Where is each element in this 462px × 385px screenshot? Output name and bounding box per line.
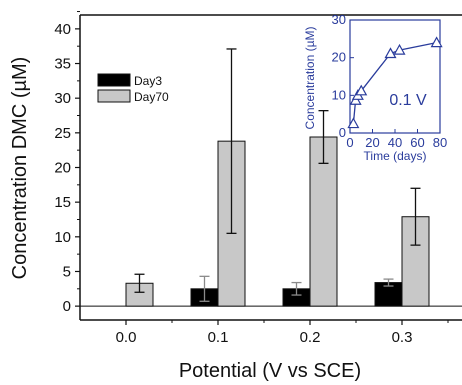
legend-label-day3: Day3 xyxy=(134,74,162,88)
inset-plot: 0 10 20 30 0 20 40 60 80 Time (days) Concentration… xyxy=(303,12,447,163)
x-axis-title: Potential (V vs SCE) xyxy=(179,360,361,382)
inset-point xyxy=(393,43,406,55)
inset-point xyxy=(355,84,368,96)
inset-point xyxy=(384,47,397,59)
x-tick-label: 0.0 xyxy=(116,329,137,346)
legend-swatch-day70 xyxy=(97,89,131,103)
inset-y-tick-label: 0 xyxy=(339,125,346,140)
inset-x-tick-label: 20 xyxy=(365,135,379,150)
inset-y-axis-title: Concentration (µM) xyxy=(303,27,317,130)
y-tick-label: 5 xyxy=(63,263,71,280)
y-tick-label: 15 xyxy=(54,194,71,211)
legend: Day3 Day70 xyxy=(97,73,169,104)
inset-x-tick-label: 60 xyxy=(410,135,424,150)
inset-point xyxy=(347,117,360,129)
inset-x-tick-label: 0 xyxy=(346,135,353,150)
x-tick-label: 0.2 xyxy=(300,329,321,346)
inset-y-tick-label: 10 xyxy=(332,87,346,102)
y-axis-title: Concentration DMC (µM) xyxy=(9,57,31,280)
inset-x-tick-label: 40 xyxy=(388,135,402,150)
inset-x-tick-label: 80 xyxy=(433,135,447,150)
inset-x-axis-title: Time (days) xyxy=(364,149,427,163)
y-tick-label: 20 xyxy=(54,160,71,177)
legend-swatch-day3 xyxy=(97,73,131,87)
y-tick-label: 30 xyxy=(54,90,71,107)
y-tick-label: 40 xyxy=(54,21,71,38)
y-tick-label: 35 xyxy=(54,56,71,73)
inset-annotation: 0.1 V xyxy=(389,92,427,109)
y-tick-label: 0 xyxy=(63,298,71,315)
y-tick-label: 10 xyxy=(54,229,71,246)
y-tick-label: 25 xyxy=(54,125,71,142)
inset-y-tick-label: 30 xyxy=(332,12,346,27)
inset-y-tick-label: 20 xyxy=(332,50,346,65)
x-tick-label: 0.1 xyxy=(208,329,229,346)
legend-label-day70: Day70 xyxy=(134,90,169,104)
x-tick-label: 0.3 xyxy=(392,329,413,346)
inset-point xyxy=(430,36,443,48)
inset-frame xyxy=(349,19,441,134)
